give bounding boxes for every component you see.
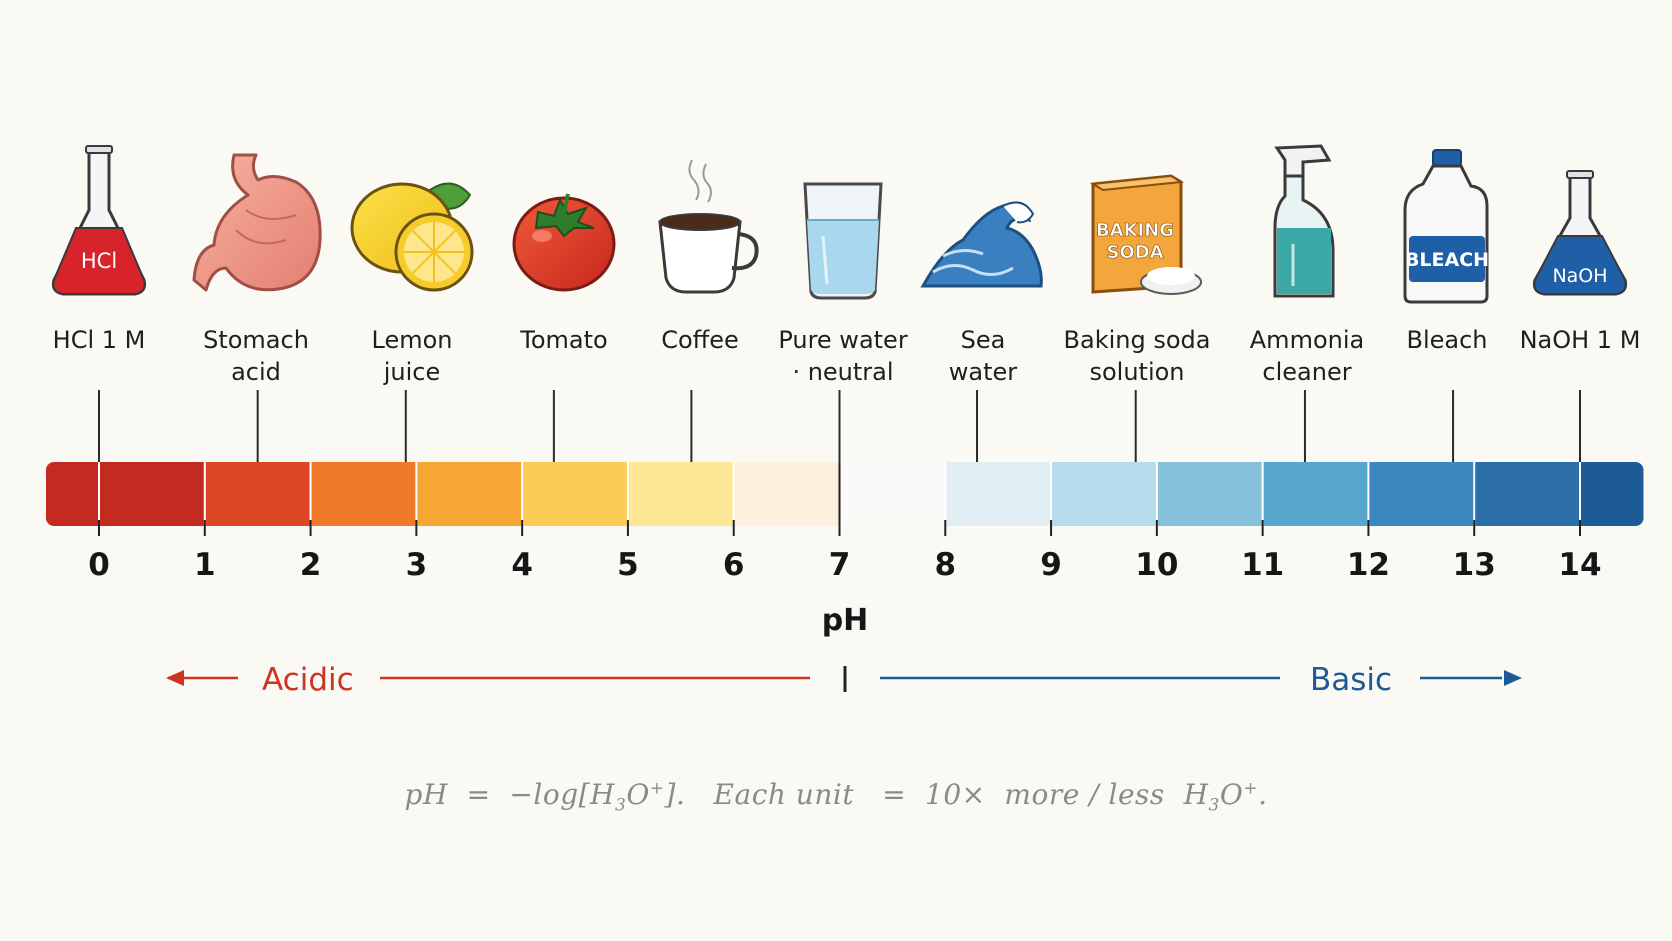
item-label: Pure water [778,326,908,354]
item-label: Tomato [519,326,607,354]
item-label: juice [383,358,441,386]
ph-tick-label: 8 [934,547,956,583]
flask-label: NaOH [1552,265,1607,287]
direction-indicator: Acidic Basic [166,662,1522,698]
jug-label: BLEACH [1405,249,1489,271]
ph-band [1156,462,1264,526]
item-label: Bleach [1406,326,1487,354]
item-label: · neutral [792,358,893,386]
box-text-line-1: BAKING [1096,220,1174,241]
item-label: HCl 1 M [53,326,146,354]
ph-band [1474,462,1581,526]
coffee-cup-icon [658,159,759,294]
item-label: Stomach [203,326,309,354]
item-label: Coffee [661,326,739,354]
ph-band [522,462,629,526]
axis-title: pH [822,603,869,638]
baking-soda-box-icon: BAKING SODA [1089,174,1202,295]
ph-tick-label: 10 [1135,547,1178,583]
ph-band [310,462,417,526]
acidic-arrowhead [166,670,184,686]
ph-band [733,462,840,526]
ph-band [839,462,946,526]
ph-band [627,462,735,526]
ph-tick-label: 5 [617,547,639,583]
ph-ticks: 0 1 2 3 4 5 6 7 8 9 10 11 12 13 14 [88,462,1602,583]
tomato-icon [512,193,616,292]
ph-tick-label: 2 [300,547,322,583]
formula-mid-2: ]. Each unit = 10× more / less H [664,778,1209,811]
ph-band [204,462,312,526]
formula-lhs: pH = −log[H [404,778,615,811]
bleach-jug-icon: BLEACH [1403,149,1489,304]
ph-band [1051,462,1158,526]
formula-sub-2: 3 [1208,795,1220,816]
ph-band [1580,462,1644,526]
leader-lines [98,390,1581,462]
ph-formula: pH = −log[H3O+]. Each unit = 10× more / … [0,778,1672,816]
item-label: NaOH 1 M [1520,326,1641,354]
water-glass-icon [803,182,883,300]
item-label: solution [1089,358,1184,386]
ph-tick-label: 12 [1347,547,1390,583]
spray-bottle-icon [1273,144,1335,298]
item-label: Baking soda [1064,326,1211,354]
item-label: Ammonia [1250,326,1364,354]
item-label: Sea [961,326,1006,354]
acidic-label: Acidic [262,662,354,698]
stomach-icon [192,153,322,292]
item-label: water [949,358,1018,386]
ph-gradient-bar [46,462,1644,526]
flask-icon: NaOH [1532,170,1628,296]
item-label: acid [231,358,281,386]
item-label: cleaner [1262,358,1351,386]
ph-tick-label: 14 [1558,547,1601,583]
ph-tick-label: 7 [829,547,851,583]
basic-arrowhead [1504,670,1522,686]
lemon-icon [350,182,474,292]
flask-label: HCl [81,249,117,273]
formula-sub-1: 3 [614,795,627,816]
ph-tick-label: 1 [194,547,216,583]
box-text-line-2: SODA [1106,242,1163,263]
formula-end: . [1258,778,1268,811]
ph-band [46,462,206,526]
ph-tick-label: 3 [406,547,428,583]
ph-band [1368,462,1475,526]
formula-mid-1: O [626,778,650,811]
ph-tick-label: 13 [1453,547,1496,583]
flask-icon: HCl [51,145,147,296]
ph-band [1262,462,1369,526]
ph-tick-label: 4 [511,547,533,583]
item-labels: HCl 1 M Stomach acid Lemon juice Tomato Coffee… [53,326,1641,386]
formula-sup-1: + [649,778,665,799]
ph-band [945,462,1052,526]
ph-tick-label: 9 [1040,547,1062,583]
item-label: Lemon [372,326,453,354]
ph-tick-label: 0 [88,547,110,583]
ph-band [416,462,523,526]
formula-mid-3: O [1219,778,1244,811]
basic-label: Basic [1310,662,1392,698]
ph-tick-label: 6 [723,547,745,583]
item-icons: HCl [51,144,1628,304]
wave-icon [920,201,1043,288]
formula-sup-2: + [1243,778,1259,799]
ph-tick-label: 11 [1241,547,1284,583]
